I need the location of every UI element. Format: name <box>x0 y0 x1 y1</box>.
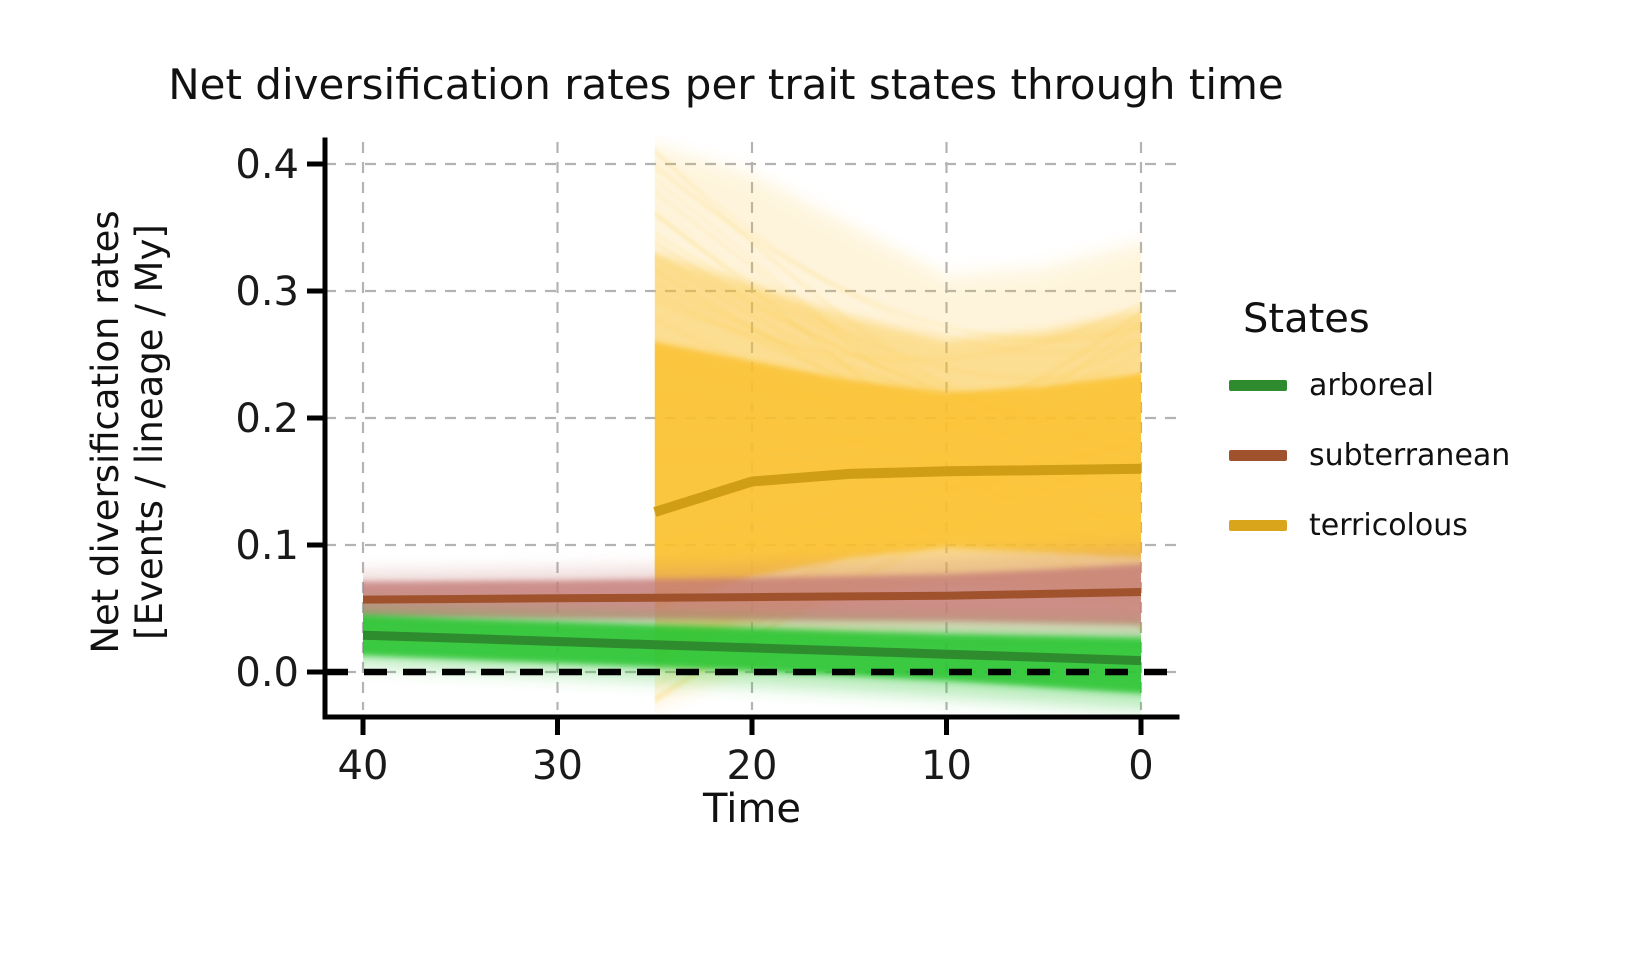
svg-text:30: 30 <box>532 743 583 789</box>
svg-text:0: 0 <box>1128 743 1153 789</box>
svg-text:0.4: 0.4 <box>235 142 299 188</box>
y-axis-label-line2: [Events / lineage / My] <box>128 224 171 640</box>
legend-label-terricolous: terricolous <box>1309 507 1468 543</box>
svg-text:0.2: 0.2 <box>235 396 299 442</box>
svg-text:20: 20 <box>727 743 778 789</box>
svg-text:0.1: 0.1 <box>235 523 299 569</box>
y-axis-label-line1: Net diversification rates <box>84 210 127 654</box>
svg-text:0.0: 0.0 <box>235 650 299 696</box>
legend-swatch-arboreal-icon <box>1229 379 1287 391</box>
chart-title: Net diversification rates per trait stat… <box>168 60 1284 109</box>
legend-item-subterranean: subterranean <box>1229 437 1511 473</box>
svg-text:0.3: 0.3 <box>235 269 299 315</box>
y-axis-label: Net diversification rates [Events / line… <box>84 112 172 752</box>
legend-swatch-subterranean-icon <box>1229 449 1287 461</box>
legend-item-arboreal: arboreal <box>1229 367 1510 403</box>
svg-text:40: 40 <box>338 743 389 789</box>
x-axis-label: Time <box>703 786 801 832</box>
svg-text:10: 10 <box>921 743 972 789</box>
legend-label-subterranean: subterranean <box>1309 437 1511 473</box>
legend-title: States <box>1243 296 1370 342</box>
legend: States arboreal subterranean terricolous <box>1229 296 1510 578</box>
legend-item-terricolous: terricolous <box>1229 507 1510 543</box>
legend-swatch-terricolous-icon <box>1229 519 1287 531</box>
legend-label-arboreal: arboreal <box>1309 367 1434 403</box>
